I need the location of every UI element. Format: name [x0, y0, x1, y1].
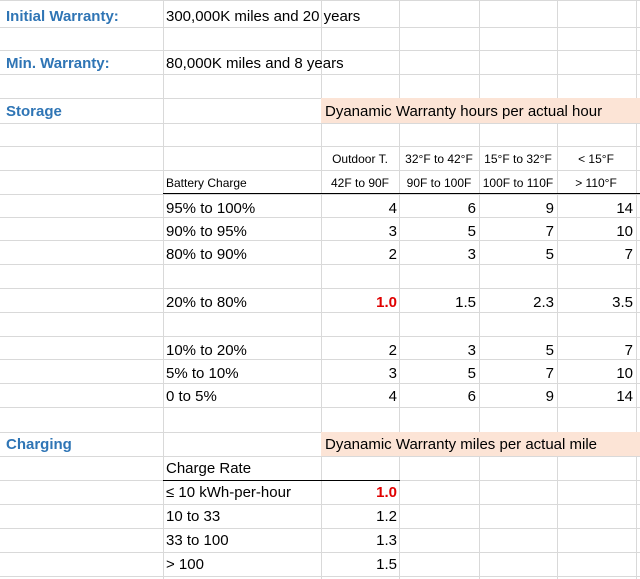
- storage-value-cell[interactable]: 2: [388, 342, 397, 359]
- storage-value-cell[interactable]: 2.3: [533, 294, 554, 311]
- charge-rate-underline: [163, 480, 400, 481]
- storage-value-cell[interactable]: 4: [388, 200, 397, 217]
- storage-value-cell[interactable]: 4: [388, 388, 397, 405]
- storage-banner[interactable]: Dyanamic Warranty hours per actual hour: [325, 103, 603, 120]
- charging-section-label[interactable]: Charging: [6, 436, 72, 453]
- battery-charge-row-label[interactable]: 95% to 100%: [166, 200, 256, 217]
- storage-value-cell[interactable]: 2: [388, 246, 397, 263]
- charge-rate-row-label[interactable]: ≤ 10 kWh-per-hour: [166, 484, 291, 501]
- battery-charge-header[interactable]: Battery Charge: [166, 176, 247, 190]
- col-header-bottom-4[interactable]: > 110°F: [575, 176, 617, 190]
- storage-value-cell[interactable]: 5: [467, 365, 476, 382]
- charge-rate-row-label[interactable]: > 100: [166, 556, 204, 573]
- storage-value-cell[interactable]: 5: [545, 246, 554, 263]
- storage-value-cell[interactable]: 3: [388, 223, 397, 240]
- storage-value-cell[interactable]: 5: [467, 223, 476, 240]
- col-header-top-3[interactable]: 15°F to 32°F: [484, 152, 552, 166]
- storage-value-cell[interactable]: 3: [388, 365, 397, 382]
- charge-rate-multiplier-cell[interactable]: 1.5: [376, 556, 397, 573]
- col-header-bottom-1[interactable]: 42F to 90F: [330, 176, 390, 190]
- battery-charge-row-label[interactable]: 20% to 80%: [166, 294, 247, 311]
- storage-value-cell[interactable]: 7: [624, 342, 633, 359]
- storage-banner-fill: [321, 98, 640, 123]
- storage-header-underline: [163, 193, 640, 194]
- initial-warranty-value[interactable]: 300,000K miles and 20 years: [166, 8, 361, 25]
- storage-value-cell[interactable]: 14: [616, 388, 633, 405]
- storage-value-cell[interactable]: 3: [467, 342, 476, 359]
- charge-rate-multiplier-cell[interactable]: 1.3: [376, 532, 397, 549]
- storage-value-cell[interactable]: 7: [624, 246, 633, 263]
- storage-value-cell[interactable]: 9: [545, 200, 554, 217]
- col-header-bottom-3[interactable]: 100F to 110F: [482, 176, 554, 190]
- battery-charge-row-label[interactable]: 0 to 5%: [166, 388, 217, 405]
- col-header-bottom-2[interactable]: 90F to 100F: [406, 176, 472, 190]
- charging-banner-fill: [321, 432, 640, 456]
- charge-rate-multiplier-cell[interactable]: 1.2: [376, 508, 397, 525]
- storage-value-cell[interactable]: 1.0: [376, 294, 397, 311]
- col-header-top-4[interactable]: < 15°F: [578, 152, 614, 166]
- charge-rate-header[interactable]: Charge Rate: [166, 460, 252, 477]
- battery-charge-row-label[interactable]: 5% to 10%: [166, 365, 239, 382]
- storage-value-cell[interactable]: 14: [616, 200, 633, 217]
- storage-value-cell[interactable]: 3.5: [612, 294, 633, 311]
- storage-value-cell[interactable]: 7: [545, 365, 554, 382]
- storage-value-cell[interactable]: 10: [616, 365, 633, 382]
- storage-value-cell[interactable]: 6: [467, 388, 476, 405]
- storage-value-cell[interactable]: 7: [545, 223, 554, 240]
- storage-value-cell[interactable]: 10: [616, 223, 633, 240]
- col-header-top-1[interactable]: Outdoor T.: [332, 152, 388, 166]
- charging-banner[interactable]: Dyanamic Warranty miles per actual mile: [325, 436, 598, 453]
- battery-charge-row-label[interactable]: 90% to 95%: [166, 223, 247, 240]
- storage-value-cell[interactable]: 6: [467, 200, 476, 217]
- charge-rate-multiplier-cell[interactable]: 1.0: [376, 484, 397, 501]
- charge-rate-row-label[interactable]: 10 to 33: [166, 508, 221, 525]
- storage-value-cell[interactable]: 5: [545, 342, 554, 359]
- min-warranty-value[interactable]: 80,000K miles and 8 years: [166, 55, 344, 72]
- charge-rate-row-label[interactable]: 33 to 100: [166, 532, 229, 549]
- initial-warranty-label[interactable]: Initial Warranty:: [6, 8, 119, 25]
- battery-charge-row-label[interactable]: 80% to 90%: [166, 246, 247, 263]
- col-header-top-2[interactable]: 32°F to 42°F: [405, 152, 473, 166]
- storage-section-label[interactable]: Storage: [6, 103, 62, 120]
- battery-charge-row-label[interactable]: 10% to 20%: [166, 342, 247, 359]
- storage-value-cell[interactable]: 1.5: [455, 294, 476, 311]
- storage-value-cell[interactable]: 3: [467, 246, 476, 263]
- storage-value-cell[interactable]: 9: [545, 388, 554, 405]
- min-warranty-label[interactable]: Min. Warranty:: [6, 55, 110, 72]
